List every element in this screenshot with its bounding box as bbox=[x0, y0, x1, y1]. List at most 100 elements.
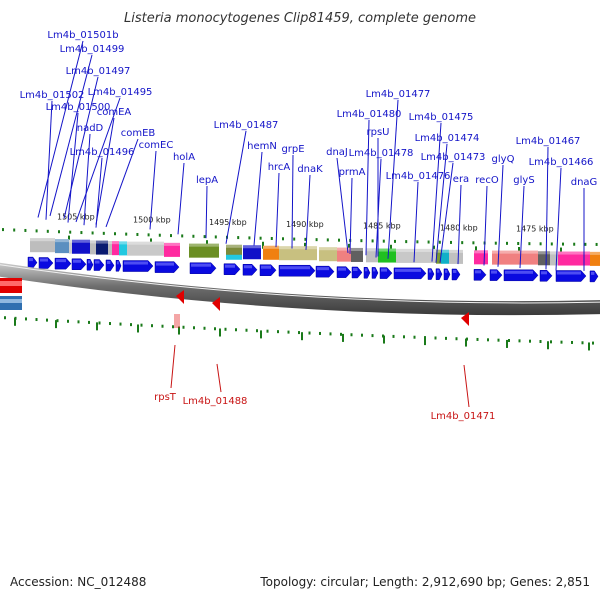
forward-gene-arrow-shine bbox=[88, 260, 91, 264]
lower-dot bbox=[98, 321, 101, 325]
feature-block bbox=[378, 248, 396, 263]
lower-dot bbox=[413, 335, 416, 339]
lower-dot bbox=[161, 324, 164, 328]
feature-block bbox=[550, 251, 558, 266]
lower-dot bbox=[119, 322, 122, 326]
feature-block-shine bbox=[55, 239, 69, 243]
ruler-dot bbox=[203, 235, 206, 239]
forward-label-leaders bbox=[37, 40, 585, 271]
forward-gene-arrow-shine bbox=[338, 267, 346, 271]
lower-dot bbox=[529, 339, 531, 343]
forward-gene-arrow-shine bbox=[73, 259, 81, 263]
reverse-gene-label: rpsT bbox=[154, 392, 177, 403]
forward-gene-arrow-shine bbox=[557, 271, 581, 275]
lower-dot bbox=[434, 336, 437, 340]
forward-gene-arrow-shine bbox=[107, 260, 111, 264]
ruler-dot bbox=[282, 237, 284, 241]
reverse-gene-arrow bbox=[212, 297, 220, 311]
ruler-dot bbox=[158, 233, 161, 237]
ruler-major-tick bbox=[68, 235, 70, 243]
feature-block-shine bbox=[279, 246, 317, 250]
lower-dot bbox=[182, 325, 185, 329]
lower-major-tick bbox=[342, 333, 344, 342]
lower-dot bbox=[298, 331, 300, 335]
ruler-label: 1480 kbp bbox=[440, 223, 478, 232]
feature-block bbox=[72, 239, 90, 254]
ruler-dot bbox=[461, 241, 464, 245]
feature-block-shine bbox=[226, 244, 242, 248]
lower-dot bbox=[277, 330, 279, 334]
feature-block-shine bbox=[112, 241, 119, 245]
feature-block-shine bbox=[263, 245, 279, 249]
lower-dot bbox=[592, 341, 594, 345]
reverse-label-leader bbox=[170, 344, 176, 389]
ruler-dot bbox=[584, 242, 587, 246]
feature-block bbox=[279, 246, 317, 261]
forward-gene-label: Lm4b_01496 bbox=[70, 147, 135, 158]
forward-label-leader bbox=[95, 157, 103, 228]
ruler-dot bbox=[35, 229, 38, 233]
ruler-dot bbox=[382, 239, 385, 243]
ruler-dot bbox=[24, 228, 27, 232]
feature-block bbox=[449, 249, 463, 264]
accession-text: Accession: NC_012488 bbox=[10, 575, 146, 589]
ruler-dot bbox=[80, 231, 83, 235]
ruler-dot bbox=[494, 241, 497, 245]
forward-gene-label: Lm4b_01495 bbox=[88, 87, 153, 98]
lower-dot bbox=[340, 332, 342, 336]
forward-label-leader bbox=[75, 97, 121, 223]
lower-dot bbox=[256, 329, 258, 333]
forward-gene-arrow-shine bbox=[541, 271, 547, 275]
forward-gene-label: lepA bbox=[196, 175, 218, 186]
feature-block-shine bbox=[441, 249, 449, 253]
forward-gene-arrow-shine bbox=[373, 268, 376, 272]
lower-dot bbox=[403, 335, 405, 339]
lower-dot bbox=[287, 330, 290, 334]
forward-gene-label: holA bbox=[173, 152, 195, 163]
forward-label-leader bbox=[253, 151, 263, 246]
forward-label-leader bbox=[435, 143, 448, 263]
ruler-major-tick bbox=[560, 247, 562, 255]
lower-dot bbox=[245, 328, 248, 332]
feature-block-shine bbox=[366, 248, 378, 252]
feature-block bbox=[108, 241, 112, 256]
forward-gene-label: Lm4b_01502 bbox=[20, 90, 85, 101]
feature-block-shine bbox=[243, 245, 261, 249]
forward-gene-label: Lm4b_01499 bbox=[60, 44, 125, 55]
forward-gene-label: Lm4b_01487 bbox=[214, 120, 279, 131]
forward-gene-arrow-shine bbox=[124, 261, 148, 265]
feature-block bbox=[90, 240, 96, 255]
ruler-dot bbox=[259, 236, 262, 240]
forward-gene-label: era bbox=[453, 174, 469, 185]
forward-gene-label: rpsU bbox=[367, 127, 390, 138]
forward-gene-arrow-shine bbox=[381, 268, 387, 272]
feature-block-shine bbox=[30, 238, 55, 242]
feature-block-shine bbox=[396, 248, 436, 252]
ruler-dot bbox=[550, 242, 553, 246]
ruler-dot bbox=[102, 231, 105, 235]
feature-block bbox=[96, 240, 108, 255]
feature-block-shine bbox=[319, 247, 337, 251]
ruler-dot bbox=[539, 242, 542, 246]
lower-dot bbox=[329, 332, 332, 336]
feature-block-shine bbox=[449, 249, 463, 253]
lower-dot bbox=[266, 329, 269, 333]
feature-block bbox=[263, 245, 279, 260]
ruler-dot bbox=[237, 236, 240, 240]
forward-gene-label: prmA bbox=[339, 167, 366, 178]
ruler-dot bbox=[192, 234, 195, 238]
lower-dot bbox=[550, 340, 552, 344]
reverse-gene-shadow bbox=[174, 314, 180, 328]
forward-label-leader bbox=[483, 185, 488, 266]
forward-gene-arrow-shine bbox=[591, 271, 595, 275]
feature-block bbox=[436, 249, 441, 264]
lower-dot bbox=[476, 337, 479, 341]
feature-block bbox=[366, 248, 378, 263]
ruler-dot bbox=[46, 229, 49, 233]
forward-gene-label: Lm4b_01475 bbox=[409, 112, 474, 123]
forward-label-leader bbox=[105, 138, 139, 228]
forward-label-leader bbox=[497, 164, 504, 267]
lower-dot bbox=[508, 339, 510, 343]
